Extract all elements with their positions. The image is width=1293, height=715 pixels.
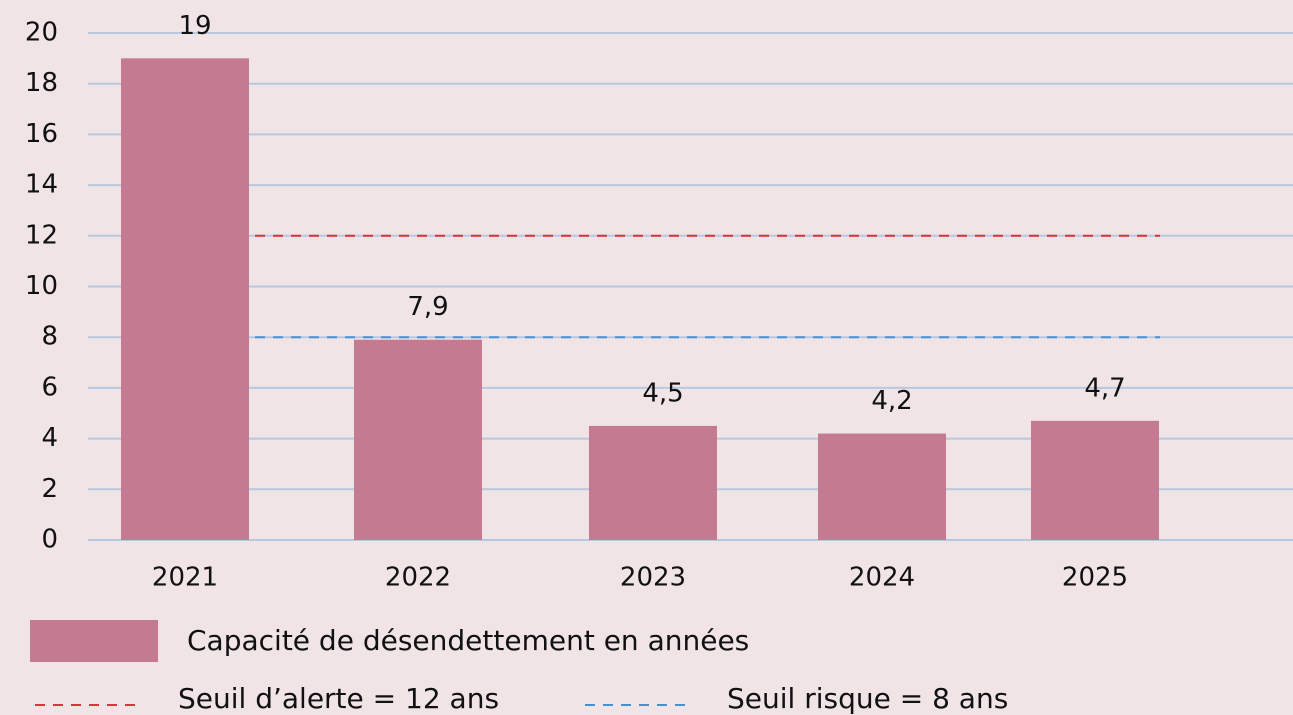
y-tick-label: 8 — [41, 322, 58, 352]
y-tick-label: 12 — [25, 220, 58, 250]
y-tick-label: 10 — [25, 271, 58, 301]
legend-label: Seuil d’alerte = 12 ans — [178, 682, 499, 715]
y-tick-label: 4 — [41, 423, 58, 453]
legend-label: Capacité de désendettement en années — [187, 624, 749, 657]
bar — [818, 433, 946, 540]
bar — [1031, 420, 1159, 540]
legend-swatch — [30, 620, 158, 662]
y-tick-label: 16 — [25, 119, 58, 149]
bar — [354, 339, 482, 540]
x-tick-label: 2023 — [620, 563, 686, 593]
y-tick-label: 20 — [25, 18, 58, 48]
y-tick-label: 14 — [25, 170, 58, 200]
y-tick-label: 6 — [41, 372, 58, 402]
value-label: 7,9 — [407, 292, 448, 322]
value-label: 4,2 — [871, 386, 912, 416]
x-tick-label: 2021 — [152, 563, 218, 593]
value-label: 4,5 — [642, 378, 683, 408]
y-tick-label: 2 — [41, 474, 58, 504]
x-tick-label: 2024 — [849, 563, 915, 593]
x-tick-label: 2025 — [1062, 563, 1128, 593]
legend-label: Seuil risque = 8 ans — [727, 682, 1008, 715]
x-tick-label: 2022 — [385, 563, 451, 593]
value-label: 19 — [178, 11, 211, 41]
y-tick-label: 18 — [25, 68, 58, 98]
bar — [589, 425, 717, 540]
value-label: 4,7 — [1084, 373, 1125, 403]
y-tick-label: 0 — [41, 525, 58, 555]
bar — [121, 58, 249, 540]
